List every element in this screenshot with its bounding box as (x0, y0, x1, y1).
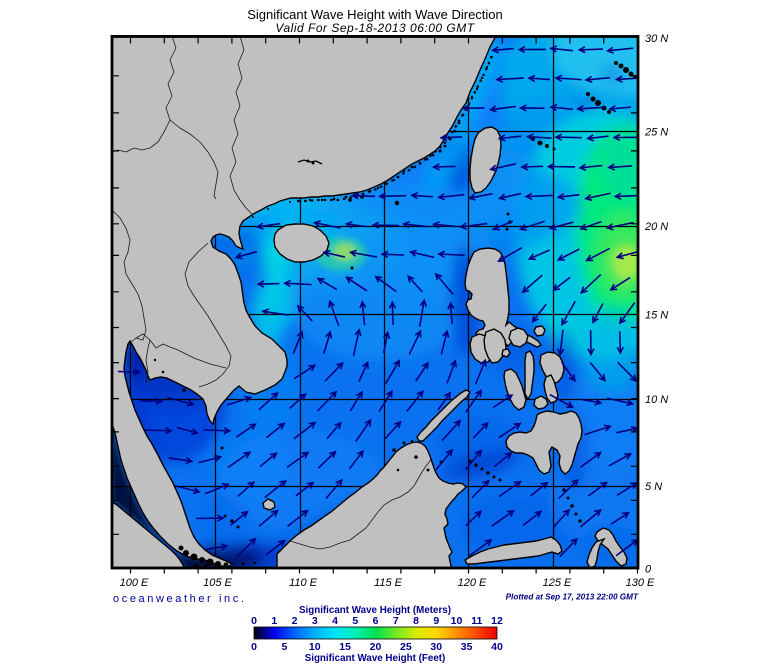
svg-text:130 E: 130 E (626, 577, 655, 589)
svg-text:25: 25 (400, 641, 412, 653)
svg-text:110 E: 110 E (289, 577, 318, 589)
svg-text:2: 2 (292, 615, 298, 627)
svg-text:11: 11 (471, 615, 482, 627)
svg-text:0: 0 (251, 615, 257, 627)
svg-text:15: 15 (339, 641, 351, 653)
svg-text:oceanweather inc.: oceanweather inc. (113, 593, 246, 605)
svg-text:0: 0 (251, 641, 257, 653)
svg-text:3: 3 (312, 615, 318, 627)
svg-text:6: 6 (373, 615, 379, 627)
svg-text:5 N: 5 N (645, 481, 662, 493)
svg-text:100 E: 100 E (120, 577, 149, 589)
svg-text:10: 10 (309, 641, 321, 653)
svg-text:30: 30 (430, 641, 442, 653)
svg-text:8: 8 (413, 615, 419, 627)
svg-text:125 E: 125 E (543, 577, 572, 589)
svg-text:4: 4 (332, 615, 338, 627)
svg-text:10 N: 10 N (645, 394, 668, 406)
svg-text:12: 12 (491, 615, 503, 627)
svg-text:Significant Wave Height (Feet): Significant Wave Height (Feet) (305, 653, 446, 664)
svg-text:30 N: 30 N (645, 33, 668, 45)
svg-text:Valid For Sep-18-2013 06:00 GM: Valid For Sep-18-2013 06:00 GMT (275, 21, 475, 35)
svg-text:7: 7 (393, 615, 399, 627)
svg-text:25 N: 25 N (644, 127, 668, 139)
svg-text:20: 20 (370, 641, 382, 653)
svg-text:Plotted at Sep 17, 2013 22:00: Plotted at Sep 17, 2013 22:00 GMT (506, 593, 639, 602)
svg-text:10: 10 (451, 615, 463, 627)
svg-text:115 E: 115 E (374, 577, 403, 589)
svg-text:35: 35 (461, 641, 473, 653)
svg-text:20 N: 20 N (644, 221, 668, 233)
svg-text:0: 0 (645, 564, 652, 576)
svg-text:40: 40 (491, 641, 503, 653)
svg-text:Significant Wave Height with W: Significant Wave Height with Wave Direct… (247, 7, 503, 22)
svg-text:5: 5 (281, 641, 287, 653)
svg-text:1: 1 (271, 615, 277, 627)
svg-text:5: 5 (352, 615, 358, 627)
svg-text:Significant Wave Height (Meter: Significant Wave Height (Meters) (299, 605, 451, 616)
svg-text:9: 9 (433, 615, 439, 627)
svg-text:120 E: 120 E (458, 577, 487, 589)
svg-text:15 N: 15 N (645, 310, 668, 322)
svg-text:105 E: 105 E (203, 577, 232, 589)
